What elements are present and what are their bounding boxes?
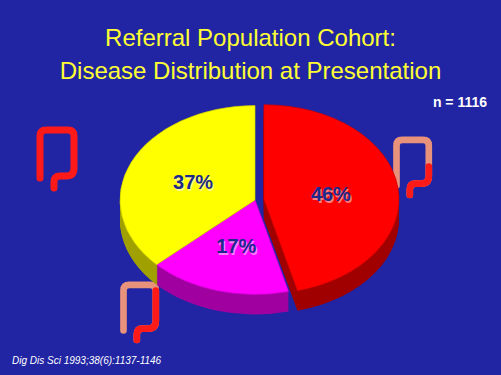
data-label: 46%: [311, 183, 351, 205]
title: Referral Population Cohort:: [105, 24, 396, 51]
data-label: 17%: [216, 235, 256, 257]
data-label: 37%: [173, 171, 213, 193]
slice: [264, 105, 399, 291]
colon-icon: [397, 140, 429, 195]
colon-icon: [40, 130, 74, 188]
slice-side: [264, 106, 399, 292]
colon-outline: [397, 140, 429, 195]
chart: Referral Population Cohort: Disease Distr…: [0, 0, 501, 375]
colon-icon: [124, 285, 156, 340]
background: [0, 0, 501, 375]
pie: [120, 105, 399, 315]
subtitle: Disease Distribution at Presentation: [60, 57, 442, 84]
colon-highlight: [137, 291, 156, 340]
sample-size: n = 1116: [433, 94, 487, 110]
citation: Dig Dis Sci 1993;38(6):1137-1146: [12, 355, 162, 366]
colon-highlight: [410, 167, 429, 196]
colon-outline: [124, 285, 156, 340]
colon-outline: [40, 130, 74, 188]
